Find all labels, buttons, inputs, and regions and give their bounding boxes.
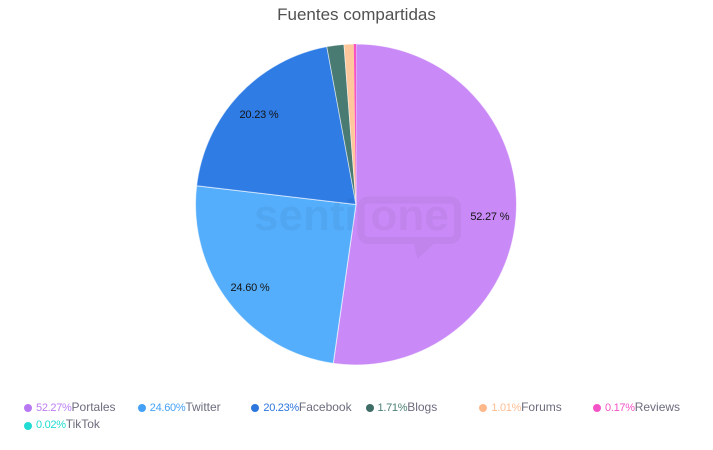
svg-text:senti: senti [254,191,357,240]
svg-text:one: one [371,191,449,240]
